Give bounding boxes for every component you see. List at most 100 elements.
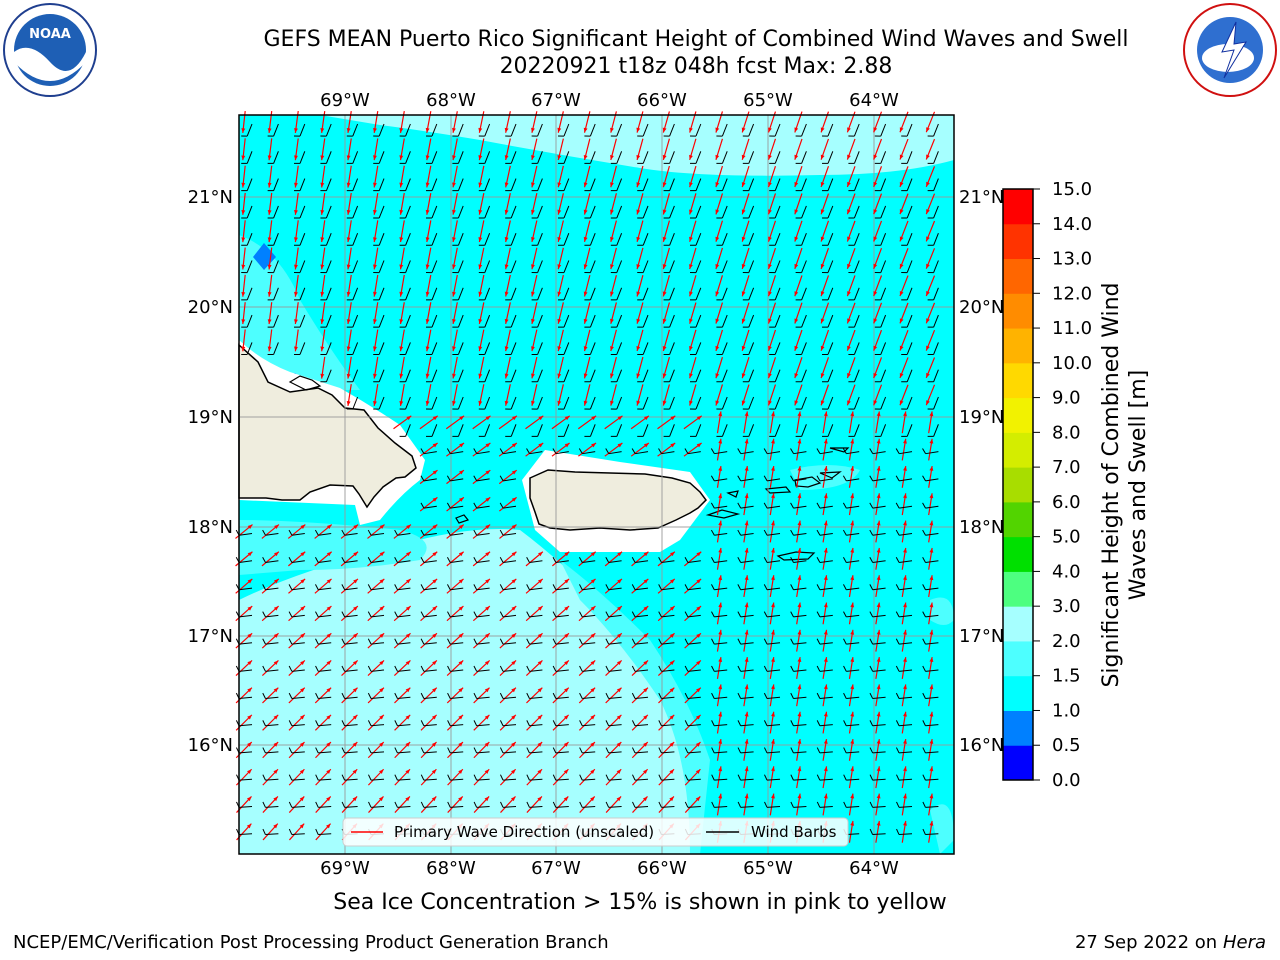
wind-barb (763, 665, 781, 672)
wave-direction-arrow (420, 714, 438, 731)
wave-direction-arrow (261, 660, 279, 676)
wind-barb (341, 529, 358, 536)
wave-direction-arrow (525, 442, 544, 457)
wind-barb (711, 611, 728, 618)
wind-barb (288, 529, 305, 536)
wave-direction-arrow (452, 302, 458, 325)
wind-barb (478, 205, 491, 219)
wind-barb (420, 502, 437, 509)
wind-barb (816, 557, 833, 563)
wave-direction-arrow (557, 247, 564, 270)
wave-direction-arrow (683, 551, 702, 567)
wave-direction-arrow (743, 411, 749, 434)
wind-barb (637, 396, 649, 410)
wave-direction-arrow (604, 415, 623, 430)
wind-barb (500, 801, 517, 808)
wind-barb (346, 314, 359, 328)
wave-direction-arrow (294, 192, 299, 215)
wave-direction-arrow (636, 384, 644, 406)
wave-direction-arrow (578, 551, 597, 567)
wave-direction-arrow (741, 247, 750, 270)
wave-direction-arrow (928, 793, 934, 816)
wave-direction-arrow (662, 384, 670, 406)
wave-direction-arrow (820, 220, 830, 242)
wind-barb (631, 720, 649, 727)
wind-barb (637, 205, 649, 219)
wind-barb (473, 747, 490, 754)
wave-direction-arrow (341, 687, 358, 704)
map-panel (235, 110, 955, 855)
wind-barb (763, 747, 781, 754)
wave-direction-arrow (901, 684, 907, 707)
wind-barb (447, 665, 464, 672)
wave-direction-arrow (769, 465, 775, 488)
wave-direction-arrow (399, 329, 405, 352)
wind-barb (716, 178, 728, 192)
wind-barb (315, 665, 332, 672)
wind-barb (579, 665, 596, 672)
wind-barb (367, 638, 385, 645)
wind-barb (631, 584, 649, 591)
wave-direction-arrow (630, 442, 650, 457)
wind-barb (473, 475, 490, 482)
lat-label-left: 16°N (188, 735, 233, 756)
wave-direction-arrow (420, 741, 437, 759)
wind-barb (373, 260, 385, 274)
wind-barb (447, 774, 464, 781)
wave-direction-arrow (294, 274, 299, 297)
wind-barb (341, 692, 358, 700)
wind-barb (288, 720, 305, 727)
wave-direction-arrow (684, 632, 702, 649)
wave-direction-arrow (875, 766, 881, 789)
wave-direction-arrow (925, 357, 936, 379)
wave-direction-arrow (741, 357, 750, 379)
wave-direction-arrow (683, 415, 703, 430)
wind-barb (584, 151, 596, 164)
wind-barb (368, 774, 385, 781)
wave-direction-arrow (341, 660, 359, 676)
wave-direction-arrow (526, 796, 543, 813)
wave-direction-arrow (557, 329, 564, 352)
wind-barb (320, 287, 332, 301)
wind-barb (795, 233, 807, 246)
wave-direction-arrow (848, 520, 855, 543)
wind-barb (658, 611, 675, 618)
wave-direction-arrow (531, 356, 538, 379)
colorbar-tick-label: 1.0 (1052, 700, 1081, 721)
wave-direction-arrow (373, 165, 379, 188)
wave-direction-arrow (445, 415, 465, 430)
wave-direction-arrow (901, 820, 907, 843)
wind-barb (373, 396, 385, 410)
wind-barb (526, 448, 543, 455)
wave-direction-arrow (715, 165, 724, 188)
wave-direction-arrow (425, 274, 432, 297)
colorbar: 0.0 0.5 1.0 1.5 2.0 3.0 4.0 5.0 6.0 7.0 8.0 9.0 10.0… (1002, 179, 1092, 791)
wave-direction-arrow (794, 193, 803, 215)
wind-barb (552, 801, 569, 808)
wind-barb (690, 151, 702, 164)
wave-direction-arrow (320, 356, 326, 379)
wind-barb (848, 396, 860, 410)
wave-direction-arrow (420, 660, 438, 676)
wave-direction-arrow (743, 493, 749, 516)
wave-direction-arrow (478, 138, 485, 161)
wave-direction-arrow (901, 738, 907, 761)
wave-direction-arrow (925, 248, 936, 269)
wind-barb (822, 342, 834, 355)
wind-barb (505, 123, 517, 137)
wave-direction-arrow (478, 165, 485, 188)
wind-barb (552, 611, 569, 618)
wave-direction-arrow (288, 687, 306, 704)
wind-barb (901, 178, 913, 192)
wind-barb (663, 396, 675, 410)
wave-direction-arrow (288, 714, 306, 731)
wind-barb (584, 233, 596, 246)
wind-barb (816, 584, 833, 591)
wave-direction-arrow (315, 823, 332, 841)
wind-barb (922, 638, 939, 645)
wave-direction-arrow (658, 687, 675, 704)
wave-direction-arrow (394, 796, 411, 813)
wind-barb (637, 342, 649, 355)
wave-direction-arrow (632, 796, 648, 813)
wind-barb (373, 314, 385, 328)
